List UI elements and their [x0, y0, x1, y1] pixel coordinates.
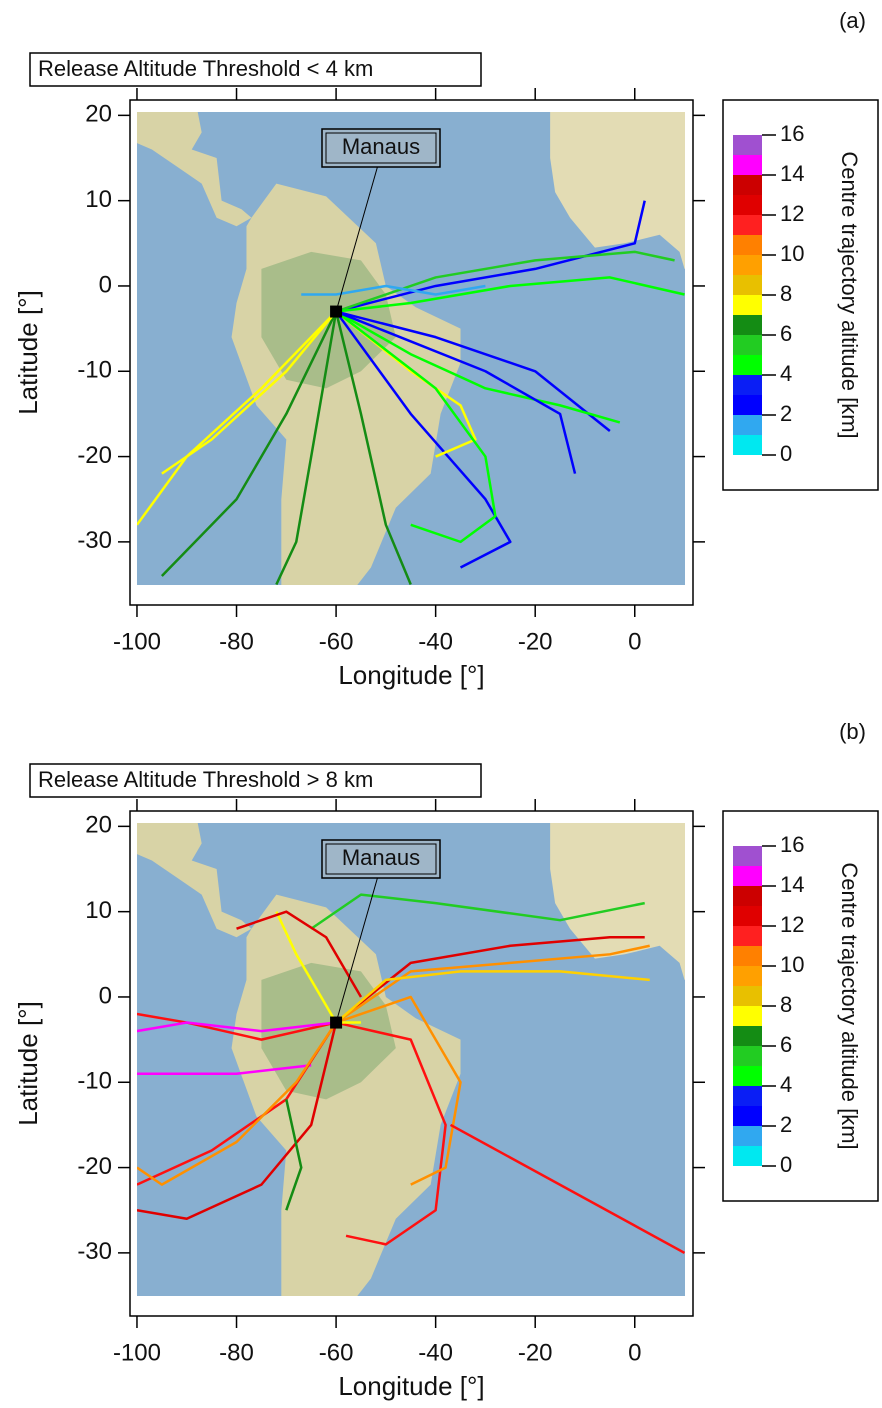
- colorbar-tick-label: 4: [780, 361, 792, 386]
- panel-title: Release Altitude Threshold > 8 km: [38, 767, 373, 792]
- y-tick-label: -20: [77, 442, 112, 469]
- site-marker: [330, 1017, 342, 1029]
- colorbar-segment: [733, 295, 762, 315]
- y-tick-label: -10: [77, 1068, 112, 1095]
- x-tick-label: 0: [628, 628, 641, 655]
- colorbar-segment: [733, 986, 762, 1006]
- colorbar-segment: [733, 195, 762, 215]
- panel: (b)Release Altitude Threshold > 8 km-100…: [13, 719, 878, 1401]
- colorbar-segment: [733, 315, 762, 335]
- y-tick-label: 20: [85, 101, 112, 128]
- colorbar-tick-label: 12: [780, 912, 804, 937]
- y-axis-label: Latitude [°]: [13, 290, 43, 415]
- y-tick-label: -30: [77, 1238, 112, 1265]
- colorbar-segment: [733, 335, 762, 355]
- map: [132, 107, 695, 593]
- colorbar-segment: [733, 1046, 762, 1066]
- colorbar-segment: [733, 155, 762, 175]
- x-axis-label: Longitude [°]: [338, 660, 484, 690]
- colorbar-segment: [733, 175, 762, 195]
- colorbar-segment: [733, 215, 762, 235]
- site-label: Manaus: [342, 845, 420, 870]
- x-tick-label: -20: [518, 628, 553, 655]
- colorbar-tick-label: 2: [780, 1112, 792, 1137]
- x-axis-label: Longitude [°]: [338, 1371, 484, 1401]
- colorbar-segment: [733, 1026, 762, 1046]
- panel-label: (a): [839, 8, 866, 33]
- y-tick-label: -20: [77, 1153, 112, 1180]
- x-tick-label: -100: [113, 1339, 161, 1366]
- colorbar-tick-label: 0: [780, 441, 792, 466]
- colorbar-segment: [733, 846, 762, 866]
- colorbar-tick-label: 14: [780, 872, 804, 897]
- y-tick-label: 10: [85, 186, 112, 213]
- colorbar-tick-label: 16: [780, 832, 804, 857]
- colorbar-segment: [733, 275, 762, 295]
- colorbar-segment: [733, 946, 762, 966]
- colorbar-segment: [733, 395, 762, 415]
- figure: (a)Release Altitude Threshold < 4 km-100…: [0, 0, 882, 1408]
- y-tick-label: 0: [99, 271, 112, 298]
- colorbar-segment: [733, 255, 762, 275]
- colorbar-tick-label: 6: [780, 1032, 792, 1057]
- x-tick-label: -100: [113, 628, 161, 655]
- colorbar-segment: [733, 375, 762, 395]
- colorbar-tick-label: 8: [780, 992, 792, 1017]
- site-marker: [330, 306, 342, 318]
- y-tick-label: -30: [77, 527, 112, 554]
- x-tick-label: -80: [219, 628, 254, 655]
- colorbar-segment: [733, 906, 762, 926]
- colorbar-segment: [733, 866, 762, 886]
- colorbar-segment: [733, 1106, 762, 1126]
- panel: (a)Release Altitude Threshold < 4 km-100…: [13, 8, 878, 690]
- y-tick-label: 0: [99, 982, 112, 1009]
- colorbar-tick-label: 4: [780, 1072, 792, 1097]
- colorbar-segment: [733, 966, 762, 986]
- colorbar-segment: [733, 1066, 762, 1086]
- colorbar-tick-label: 10: [780, 952, 804, 977]
- panel-label: (b): [839, 719, 866, 744]
- map: [132, 818, 695, 1304]
- x-tick-label: 0: [628, 1339, 641, 1366]
- colorbar-segment: [733, 415, 762, 435]
- colorbar-segment: [733, 1086, 762, 1106]
- y-tick-label: 20: [85, 812, 112, 839]
- colorbar-tick-label: 14: [780, 161, 804, 186]
- y-axis-label: Latitude [°]: [13, 1001, 43, 1126]
- colorbar-segment: [733, 235, 762, 255]
- x-tick-label: -20: [518, 1339, 553, 1366]
- y-tick-label: -10: [77, 357, 112, 384]
- site-label: Manaus: [342, 134, 420, 159]
- colorbar-tick-label: 8: [780, 281, 792, 306]
- x-tick-label: -80: [219, 1339, 254, 1366]
- colorbar-tick-label: 6: [780, 321, 792, 346]
- colorbar-tick-label: 16: [780, 121, 804, 146]
- colorbar-tick-label: 10: [780, 241, 804, 266]
- x-tick-label: -40: [418, 1339, 453, 1366]
- colorbar-title: Centre trajectory altitude [km]: [837, 151, 862, 438]
- colorbar-segment: [733, 135, 762, 155]
- panel-title: Release Altitude Threshold < 4 km: [38, 56, 373, 81]
- x-tick-label: -60: [319, 628, 354, 655]
- colorbar-segment: [733, 926, 762, 946]
- x-tick-label: -60: [319, 1339, 354, 1366]
- colorbar-tick-label: 2: [780, 401, 792, 426]
- colorbar-tick-label: 0: [780, 1152, 792, 1177]
- colorbar-segment: [733, 1146, 762, 1166]
- colorbar-segment: [733, 1006, 762, 1026]
- colorbar-tick-label: 12: [780, 201, 804, 226]
- colorbar-segment: [733, 886, 762, 906]
- colorbar-title: Centre trajectory altitude [km]: [837, 862, 862, 1149]
- colorbar-segment: [733, 435, 762, 455]
- y-tick-label: 10: [85, 897, 112, 924]
- colorbar-segment: [733, 1126, 762, 1146]
- x-tick-label: -40: [418, 628, 453, 655]
- colorbar-segment: [733, 355, 762, 375]
